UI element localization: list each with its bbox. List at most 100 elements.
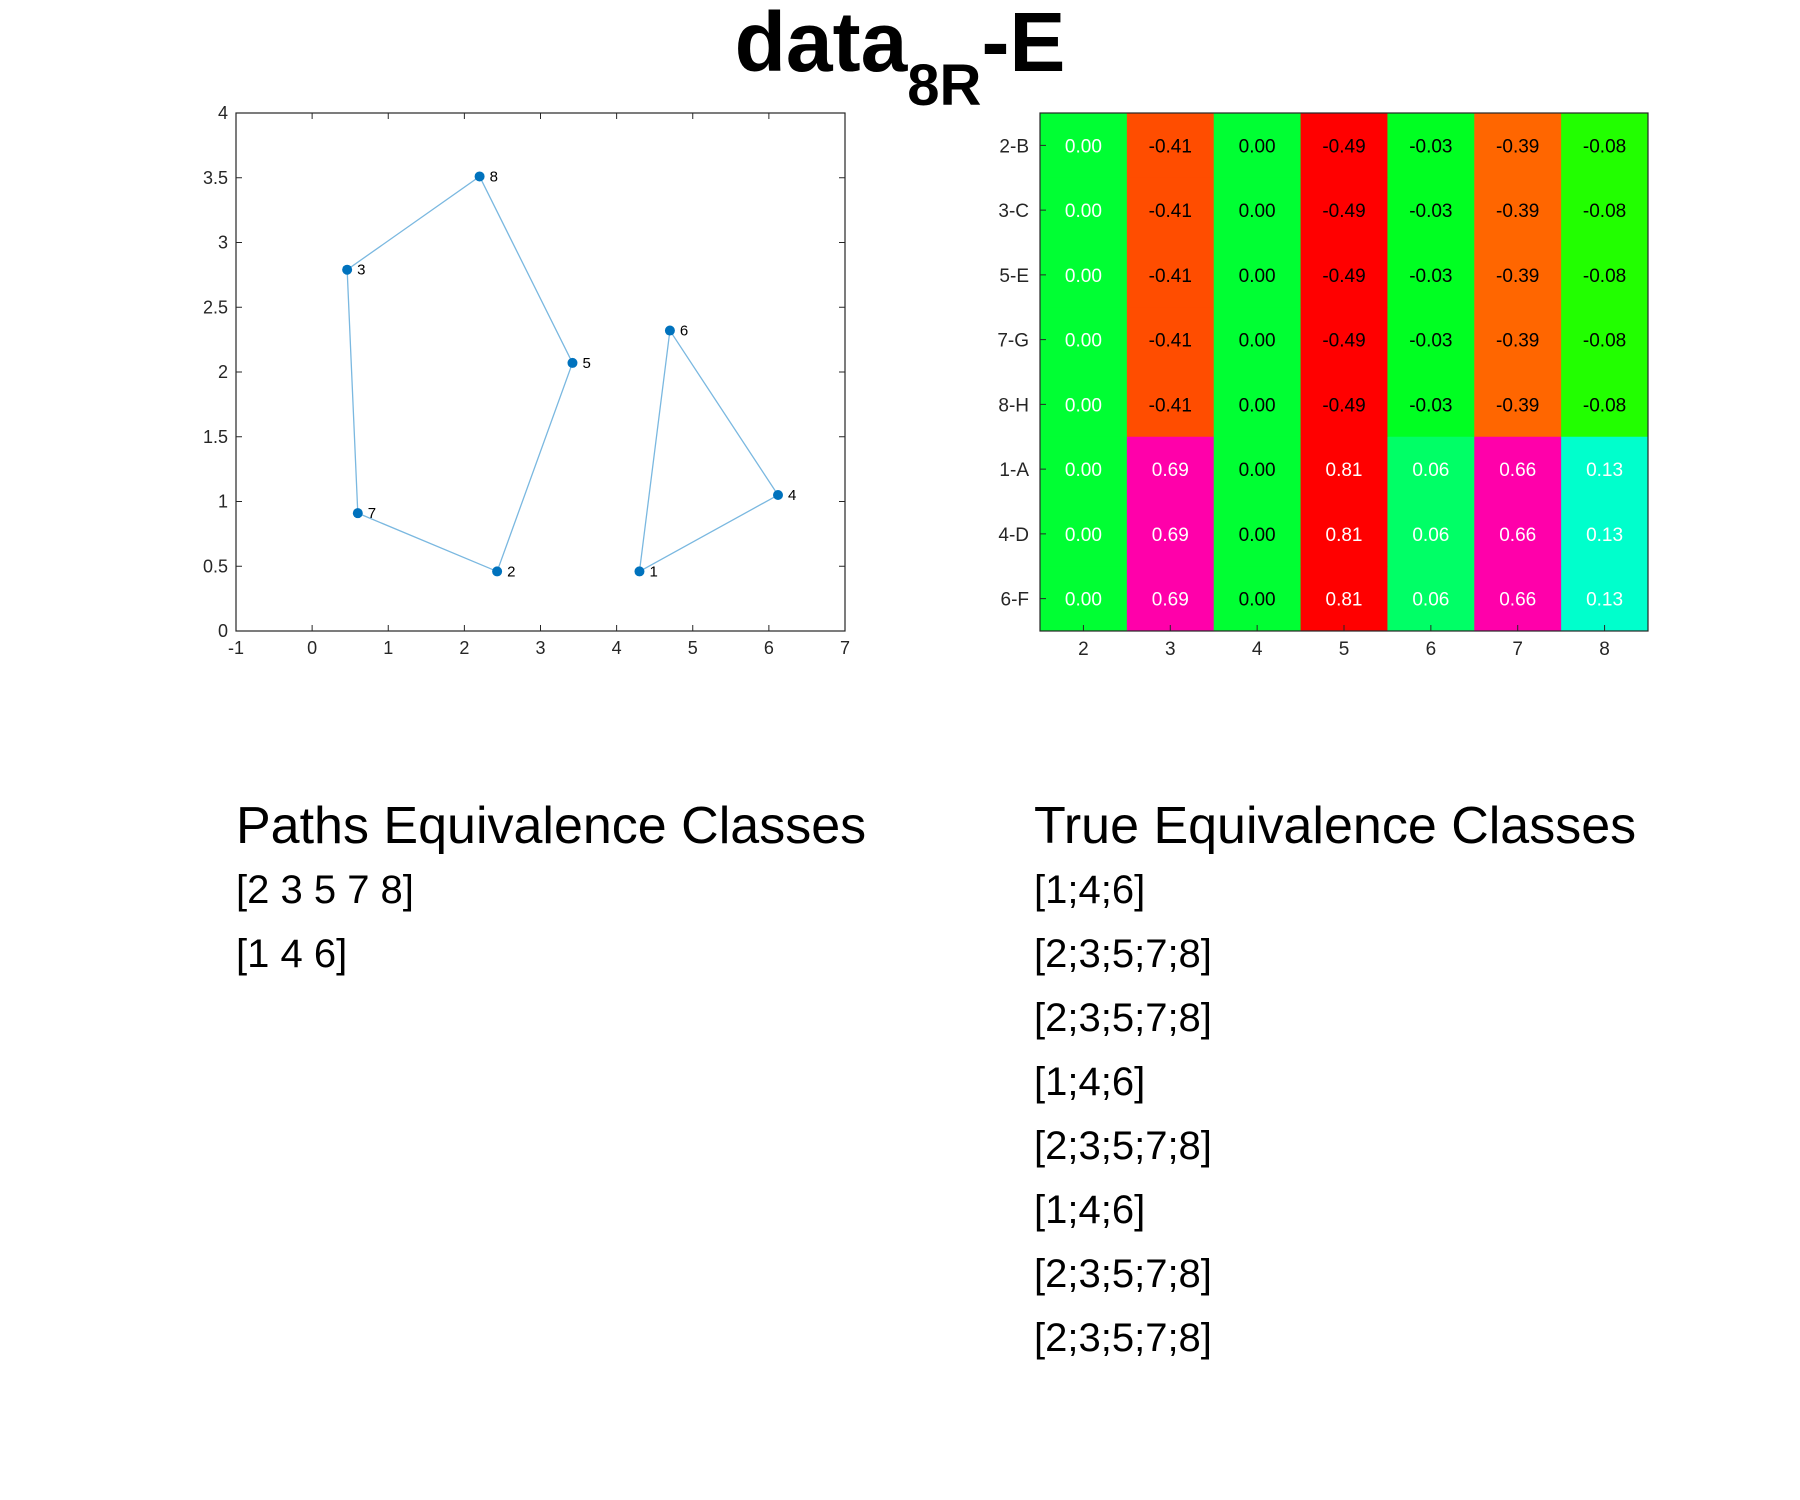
heatmap-cell-value: -0.08 <box>1583 201 1626 222</box>
data-point <box>773 490 784 501</box>
heatmap-cell <box>1040 113 1128 179</box>
heatmap-cell-value: 0.81 <box>1326 525 1363 546</box>
heatmap-cell-value: -0.39 <box>1496 266 1539 287</box>
heatmap-cell-value: -0.41 <box>1149 331 1192 352</box>
heatmap-cell <box>1561 242 1649 308</box>
heatmap-cell-value: 0.66 <box>1499 590 1536 611</box>
heatmap-cell-value: -0.03 <box>1409 331 1452 352</box>
heatmap-cell-value: 0.81 <box>1326 460 1363 481</box>
y-tick-label: 1 <box>218 492 228 512</box>
row-label: 5-E <box>999 266 1029 287</box>
heatmap-cell-value: 0.00 <box>1239 525 1276 546</box>
heatmap-cell <box>1213 501 1302 567</box>
point-label: 1 <box>649 563 657 580</box>
paths-equivalence-classes: Paths Equivalence Classes [2 3 5 7 8] [1… <box>236 800 866 998</box>
heatmap-cell <box>1561 177 1649 243</box>
y-tick-label: 0.5 <box>203 556 228 576</box>
heatmap-cell-value: -0.39 <box>1496 136 1539 157</box>
heatmap-cell-value: -0.49 <box>1322 395 1365 416</box>
data-point <box>352 508 363 519</box>
true-class-item: [1;4;6] <box>1034 1060 1146 1104</box>
heatmap-cell-value: -0.49 <box>1322 201 1365 222</box>
heatmap-cell <box>1474 566 1562 632</box>
point-label: 5 <box>582 355 590 372</box>
heatmap-cell-value: 0.00 <box>1065 590 1102 611</box>
point-label: 6 <box>680 323 688 340</box>
x-tick-label: 6 <box>764 638 774 658</box>
row-label: 4-D <box>998 525 1029 546</box>
heatmap-cell <box>1387 372 1475 438</box>
heatmap-cell-value: -0.49 <box>1322 331 1365 352</box>
y-tick-label: 0 <box>218 621 228 641</box>
heatmap-cell <box>1387 177 1475 243</box>
heatmap-cell-value: -0.39 <box>1496 331 1539 352</box>
heatmap-cell-value: 0.06 <box>1412 590 1449 611</box>
heatmap-cell <box>1387 436 1475 502</box>
row-label: 8-H <box>998 395 1029 416</box>
heatmap-cell <box>1126 566 1215 632</box>
heatmap-cell <box>1300 307 1388 373</box>
cluster-outline <box>346 175 574 573</box>
point-label: 3 <box>357 262 365 279</box>
heatmap-cell <box>1040 436 1128 502</box>
column-label: 8 <box>1599 639 1610 660</box>
heatmap-cell <box>1126 242 1215 308</box>
x-tick-label: -1 <box>228 638 244 658</box>
heatmap-cell <box>1126 113 1215 179</box>
true-classes-heading: True Equivalence Classes <box>1034 797 1637 855</box>
column-label: 3 <box>1165 639 1176 660</box>
heatmap-cell-value: -0.03 <box>1409 395 1452 416</box>
row-label: 6-F <box>1001 590 1030 611</box>
y-tick-label: 3 <box>218 233 228 253</box>
heatmap-cell <box>1474 113 1562 179</box>
heatmap-cell <box>1040 242 1128 308</box>
heatmap-cell <box>1387 113 1475 179</box>
heatmap-cell-value: 0.81 <box>1326 590 1363 611</box>
title-subscript: 8R <box>907 53 982 118</box>
heatmap-cell-value: -0.41 <box>1149 136 1192 157</box>
data-point <box>634 566 645 577</box>
heatmap-cell-value: 0.00 <box>1239 331 1276 352</box>
true-class-item: [2;3;5;7;8] <box>1034 1124 1212 1168</box>
cluster-outline <box>638 328 779 573</box>
heatmap-cell-value: 0.00 <box>1065 395 1102 416</box>
heatmap-cell-value: -0.41 <box>1149 395 1192 416</box>
heatmap-cell <box>1561 501 1649 567</box>
title-main: data <box>734 0 908 89</box>
heatmap-cell <box>1040 566 1128 632</box>
heatmap-cell-value: 0.06 <box>1412 525 1449 546</box>
heatmap-cell <box>1300 436 1388 502</box>
heatmap-cell-value: -0.49 <box>1322 136 1365 157</box>
heatmap-cell-value: -0.41 <box>1149 266 1192 287</box>
column-label: 4 <box>1252 639 1263 660</box>
heatmap-cell-value: 0.66 <box>1499 460 1536 481</box>
x-tick-label: 2 <box>459 638 469 658</box>
data-point <box>492 566 503 577</box>
heatmap-cell <box>1561 436 1649 502</box>
heatmap-cell-value: -0.39 <box>1496 201 1539 222</box>
heatmap-cell <box>1387 566 1475 632</box>
heatmap-cell-value: 0.00 <box>1239 201 1276 222</box>
heatmap-cell-value: -0.08 <box>1583 136 1626 157</box>
heatmap-cell <box>1126 372 1215 438</box>
heatmap-cell <box>1561 113 1649 179</box>
x-tick-label: 4 <box>612 638 622 658</box>
heatmap-cell <box>1213 436 1302 502</box>
heatmap-cell <box>1474 501 1562 567</box>
x-tick-label: 5 <box>688 638 698 658</box>
row-label: 2-B <box>999 136 1029 157</box>
heatmap-cell <box>1126 436 1215 502</box>
data-point <box>567 357 578 368</box>
heatmap-cell <box>1040 501 1128 567</box>
column-label: 2 <box>1078 639 1089 660</box>
paths-class-item: [1 4 6] <box>236 932 348 976</box>
heatmap-cell-value: -0.03 <box>1409 136 1452 157</box>
y-tick-label: 2 <box>218 362 228 382</box>
x-tick-label: 7 <box>840 638 850 658</box>
heatmap-cell <box>1213 113 1302 179</box>
heatmap-cell <box>1300 566 1388 632</box>
heatmap-cell-value: -0.49 <box>1322 266 1365 287</box>
heatmap-cell <box>1387 307 1475 373</box>
true-class-item: [2;3;5;7;8] <box>1034 932 1212 976</box>
heatmap-cell <box>1040 307 1128 373</box>
